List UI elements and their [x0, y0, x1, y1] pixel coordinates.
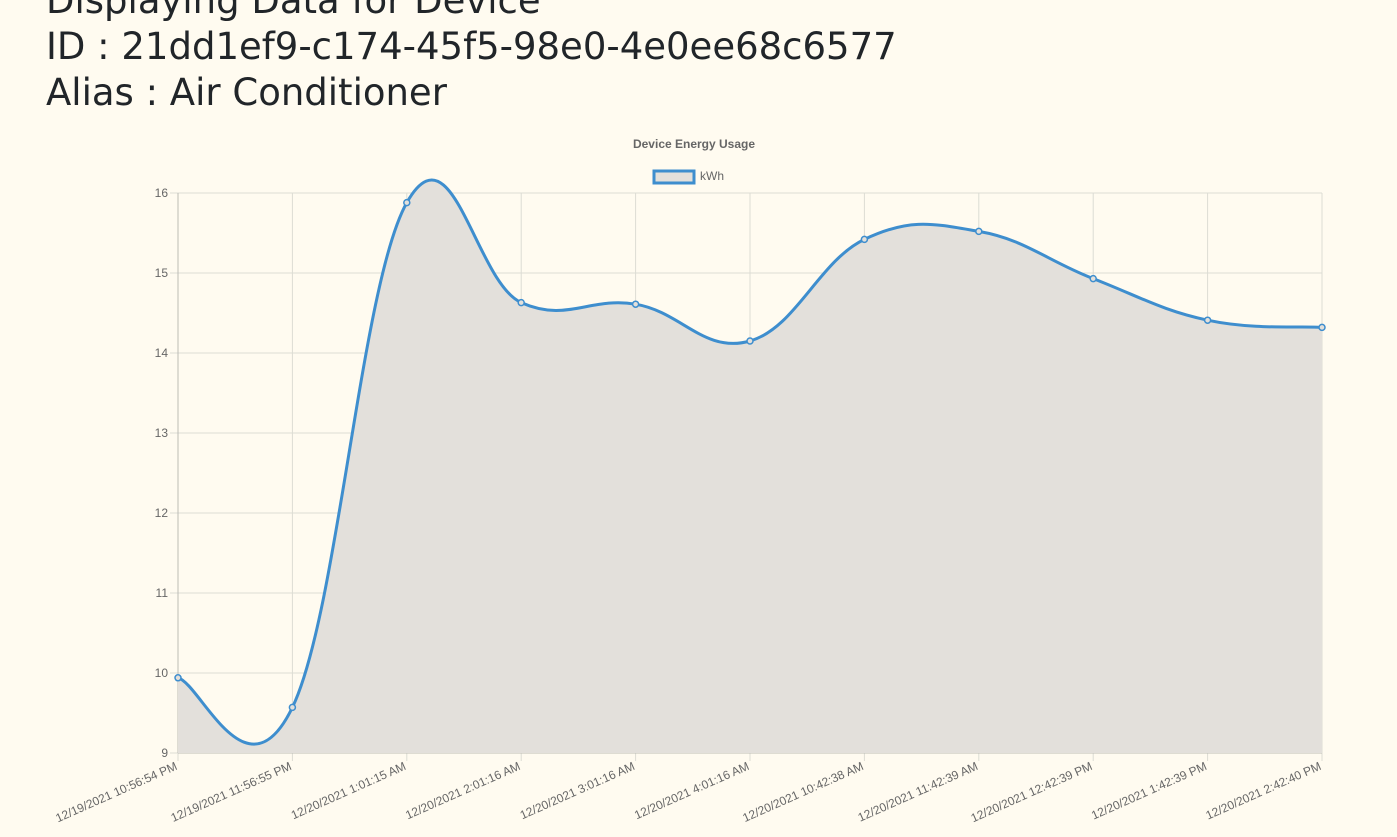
- legend-label-kwh: kWh: [700, 169, 724, 183]
- chart-points: [174, 198, 1326, 712]
- y-tick-label: 9: [161, 746, 168, 760]
- data-point[interactable]: [288, 703, 297, 712]
- x-tick-label: 12/19/2021 10:56:54 PM: [53, 759, 179, 825]
- x-tick-label: 12/20/2021 10:42:38 AM: [740, 759, 865, 825]
- chart-title: Device Energy Usage: [633, 137, 755, 151]
- y-tick-label: 10: [155, 666, 169, 680]
- x-tick-label: 12/20/2021 11:42:39 AM: [856, 759, 980, 825]
- chart-legend[interactable]: kWh: [652, 169, 724, 185]
- x-tick-label: 12/20/2021 2:01:16 AM: [403, 759, 522, 822]
- x-tick-label: 12/20/2021 3:01:16 AM: [518, 759, 637, 822]
- chart-area-fill: [178, 179, 1322, 753]
- y-tick-label: 16: [155, 186, 169, 200]
- x-tick-label: 12/20/2021 4:01:16 AM: [632, 759, 751, 822]
- device-alias-line: Alias : Air Conditioner: [46, 71, 447, 114]
- heading-line-title: Displaying Data for Device: [46, 0, 541, 22]
- x-tick-label: 12/19/2021 11:56:55 PM: [169, 759, 294, 825]
- x-tick-label: 12/20/2021 2:42:40 PM: [1204, 759, 1324, 823]
- device-id-line: ID : 21dd1ef9-c174-45f5-98e0-4e0ee68c657…: [46, 25, 897, 68]
- y-tick-label: 11: [156, 586, 169, 600]
- data-point[interactable]: [1318, 323, 1326, 332]
- data-point[interactable]: [1089, 274, 1097, 283]
- y-tick-label: 13: [155, 426, 169, 440]
- y-tick-label: 14: [155, 346, 169, 360]
- data-point[interactable]: [860, 235, 869, 244]
- data-point[interactable]: [403, 198, 411, 207]
- data-point[interactable]: [517, 298, 525, 307]
- x-tick-label: 12/20/2021 1:42:39 PM: [1089, 759, 1209, 823]
- page-heading: Displaying Data for Device ID : 21dd1ef9…: [46, 0, 897, 116]
- legend-swatch-kwh: [652, 169, 696, 185]
- data-point[interactable]: [746, 337, 754, 345]
- y-tick-label: 15: [155, 266, 169, 280]
- data-point[interactable]: [975, 227, 983, 236]
- area-fill-kwh: [178, 179, 1322, 753]
- data-point[interactable]: [174, 674, 182, 682]
- data-point[interactable]: [631, 300, 640, 308]
- data-point[interactable]: [1203, 316, 1212, 324]
- x-tick-label: 12/20/2021 12:42:39 PM: [969, 759, 1095, 825]
- y-axis-ticks: 9 10 11 12 13 14 15 16: [155, 186, 169, 760]
- y-tick-label: 12: [155, 506, 169, 520]
- x-tick-label: 12/20/2021 1:01:15 AM: [289, 759, 408, 822]
